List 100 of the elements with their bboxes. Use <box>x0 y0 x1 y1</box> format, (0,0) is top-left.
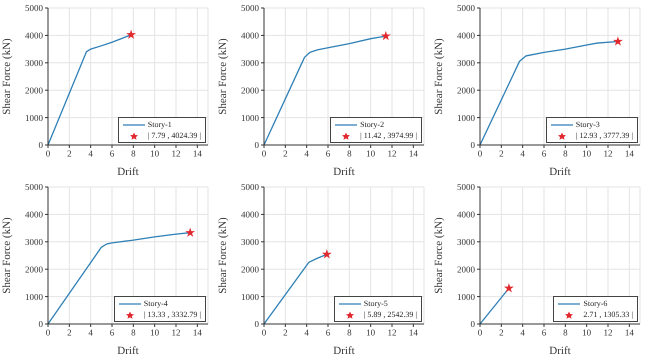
x-tick-label: 0 <box>478 327 483 338</box>
y-tick-label: 1000 <box>241 292 260 302</box>
y-axis-title: Shear Force (kN) <box>432 38 445 115</box>
legend-label: Story-2 <box>360 119 384 130</box>
x-tick-label: 2 <box>499 327 504 338</box>
y-tick-label: 2000 <box>457 264 476 274</box>
x-tick-label: 8 <box>563 327 568 338</box>
x-tick-label: 6 <box>110 327 115 338</box>
y-tick-label: 3000 <box>241 236 260 247</box>
x-axis-title: Drift <box>333 166 355 178</box>
x-tick-label: 4 <box>304 148 310 158</box>
y-axis-title: Shear Force (kN) <box>432 216 445 294</box>
x-axis-title: Drift <box>117 166 139 178</box>
x-tick-label: 0 <box>478 148 483 158</box>
legend-label: Story-6 <box>583 298 608 309</box>
x-tick-label: 2 <box>67 148 72 158</box>
y-tick-label: 0 <box>38 140 44 150</box>
x-tick-label: 8 <box>347 327 352 338</box>
x-tick-label: 8 <box>347 148 352 158</box>
y-tick-label: 3000 <box>25 236 44 247</box>
x-tick-label: 14 <box>192 148 202 158</box>
legend-label: Story-5 <box>364 298 388 309</box>
y-tick-label: 1000 <box>457 292 476 302</box>
x-tick-label: 10 <box>582 148 592 158</box>
x-tick-label: 6 <box>110 148 115 158</box>
x-tick-label: 10 <box>582 327 592 338</box>
y-tick-label: 0 <box>470 140 476 150</box>
y-tick-label: 0 <box>470 319 476 330</box>
y-tick-label: 3000 <box>25 58 44 68</box>
y-tick-label: 2000 <box>241 85 260 96</box>
x-tick-label: 12 <box>604 327 612 338</box>
y-tick-label: 1000 <box>457 112 476 123</box>
x-axis-title: Drift <box>333 345 355 357</box>
x-tick-label: 6 <box>542 327 547 338</box>
x-tick-label: 12 <box>388 327 396 338</box>
x-tick-label: 8 <box>563 148 568 158</box>
legend-label: | 13.33 , 3332.79 | <box>144 309 201 320</box>
x-tick-label: 12 <box>172 327 180 338</box>
y-tick-label: 4000 <box>25 210 44 220</box>
y-axis-title: Shear Force (kN) <box>0 216 13 294</box>
y-tick-label: 5000 <box>25 182 44 192</box>
y-tick-label: 3000 <box>457 236 476 247</box>
x-tick-label: 6 <box>326 148 331 158</box>
y-tick-label: 5000 <box>241 182 260 192</box>
x-tick-label: 4 <box>88 148 94 158</box>
legend-label: | 5.89 , 2542.39 | <box>364 309 417 320</box>
y-tick-label: 0 <box>254 140 260 150</box>
x-tick-label: 0 <box>46 327 51 338</box>
x-axis-title: Drift <box>117 345 139 357</box>
x-tick-label: 10 <box>366 148 376 158</box>
x-tick-label: 2 <box>283 327 288 338</box>
y-tick-label: 4000 <box>25 30 44 41</box>
y-tick-label: 0 <box>254 319 260 330</box>
legend-label: | 11.42 , 3974.99 | <box>360 130 417 141</box>
x-tick-label: 2 <box>67 327 72 338</box>
x-axis-title: Drift <box>549 345 571 357</box>
x-tick-label: 10 <box>366 327 376 338</box>
legend-label: Story-4 <box>144 298 168 309</box>
y-tick-label: 2000 <box>25 264 44 274</box>
y-axis-title: Shear Force (kN) <box>216 38 229 115</box>
x-tick-label: 14 <box>408 148 418 158</box>
y-tick-label: 5000 <box>241 3 260 14</box>
y-tick-label: 3000 <box>241 58 260 68</box>
y-tick-label: 5000 <box>457 3 476 14</box>
x-tick-label: 2 <box>499 148 504 158</box>
x-tick-label: 0 <box>46 148 51 158</box>
x-tick-label: 4 <box>304 327 310 338</box>
x-tick-label: 0 <box>262 148 267 158</box>
legend-label: | 12.93 , 3777.39 | <box>576 130 633 141</box>
x-tick-label: 14 <box>624 148 634 158</box>
x-tick-label: 6 <box>326 327 331 338</box>
x-tick-label: 12 <box>388 148 396 158</box>
x-tick-label: 10 <box>150 148 160 158</box>
x-tick-label: 6 <box>542 148 547 158</box>
y-tick-label: 0 <box>38 319 44 330</box>
y-tick-label: 4000 <box>241 210 260 220</box>
x-tick-label: 8 <box>131 327 136 338</box>
legend-label: 2.71 , 1305.33 | <box>583 309 633 320</box>
x-axis-title: Drift <box>549 166 571 178</box>
legend-label: Story-1 <box>148 119 172 130</box>
y-tick-label: 1000 <box>241 112 260 123</box>
y-tick-label: 2000 <box>25 85 44 96</box>
y-tick-label: 4000 <box>457 210 476 220</box>
y-tick-label: 3000 <box>457 58 476 68</box>
y-axis-title: Shear Force (kN) <box>216 216 229 294</box>
y-tick-label: 5000 <box>25 3 44 14</box>
y-axis-title: Shear Force (kN) <box>0 38 13 115</box>
x-tick-label: 12 <box>172 148 180 158</box>
x-tick-label: 10 <box>150 327 160 338</box>
x-tick-label: 14 <box>408 327 418 338</box>
legend-label: | 7.79 , 4024.39 | <box>148 130 201 141</box>
y-tick-label: 4000 <box>241 30 260 41</box>
legend-label: Story-3 <box>576 119 600 130</box>
x-tick-label: 14 <box>192 327 202 338</box>
y-tick-label: 5000 <box>457 182 476 192</box>
y-tick-label: 1000 <box>25 112 44 123</box>
y-tick-label: 1000 <box>25 292 44 302</box>
x-tick-label: 8 <box>131 148 136 158</box>
y-tick-label: 2000 <box>457 85 476 96</box>
y-tick-label: 4000 <box>457 30 476 41</box>
